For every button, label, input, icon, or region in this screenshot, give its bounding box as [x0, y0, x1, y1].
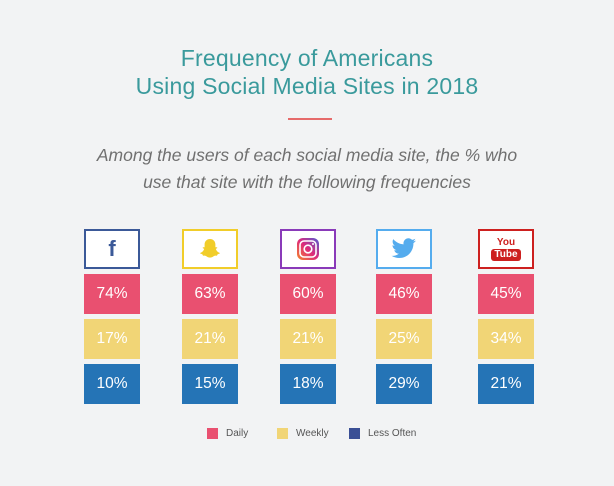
- title-divider: [288, 118, 332, 120]
- column-instagram: 60% 21% 18%: [280, 229, 336, 404]
- youtube-logo-text-tube: Tube: [491, 248, 521, 261]
- chart-subtitle: Among the users of each social media sit…: [0, 142, 614, 196]
- data-label: 46%: [376, 274, 432, 314]
- column-twitter: 46% 25% 29%: [376, 229, 432, 404]
- column-snapchat: 63% 21% 15%: [182, 229, 238, 404]
- legend-label-daily: Daily: [226, 428, 249, 439]
- youtube-logo-text-you: You: [496, 236, 516, 248]
- youtube-icon: You Tube: [491, 236, 521, 261]
- data-label: 74%: [84, 274, 140, 314]
- chart-legend: Daily Weekly Less Often: [0, 428, 614, 442]
- legend-item-daily: Daily: [207, 428, 248, 439]
- chart-subtitle-line-1: Among the users of each social media sit…: [96, 145, 518, 165]
- youtube-icon-box: You Tube: [478, 229, 534, 269]
- chart-title: Frequency of Americans Using Social Medi…: [0, 44, 614, 100]
- data-label: 21%: [182, 319, 238, 359]
- instagram-icon-box: [280, 229, 336, 269]
- data-label: 21%: [280, 319, 336, 359]
- legend-label-weekly: Weekly: [296, 428, 329, 439]
- data-label: 21%: [478, 364, 534, 404]
- column-youtube: You Tube 45% 34% 21%: [478, 229, 534, 404]
- twitter-icon-box: [376, 229, 432, 269]
- legend-swatch-less-often: [349, 428, 360, 439]
- chart-subtitle-line-2: use that site with the following frequen…: [143, 172, 471, 192]
- chart-title-line-1: Frequency of Americans: [180, 45, 434, 71]
- snapchat-icon-box: [182, 229, 238, 269]
- data-label: 45%: [478, 274, 534, 314]
- data-label: 60%: [280, 274, 336, 314]
- legend-item-less-often: Less Often: [349, 428, 416, 439]
- data-label: 17%: [84, 319, 140, 359]
- legend-swatch-weekly: [277, 428, 288, 439]
- data-label: 29%: [376, 364, 432, 404]
- legend-label-less-often: Less Often: [368, 428, 417, 439]
- data-label: 18%: [280, 364, 336, 404]
- data-label: 15%: [182, 364, 238, 404]
- legend-item-weekly: Weekly: [277, 428, 329, 439]
- column-facebook: f 74% 17% 10%: [84, 229, 140, 404]
- snapchat-icon: [200, 239, 220, 258]
- chart-title-line-2: Using Social Media Sites in 2018: [135, 73, 479, 99]
- legend-swatch-daily: [207, 428, 218, 439]
- facebook-icon: f: [108, 236, 116, 261]
- facebook-icon-box: f: [84, 229, 140, 269]
- data-label: 10%: [84, 364, 140, 404]
- data-label: 25%: [376, 319, 432, 359]
- twitter-icon: [391, 238, 416, 258]
- data-label: 63%: [182, 274, 238, 314]
- data-label: 34%: [478, 319, 534, 359]
- instagram-icon: [297, 238, 319, 260]
